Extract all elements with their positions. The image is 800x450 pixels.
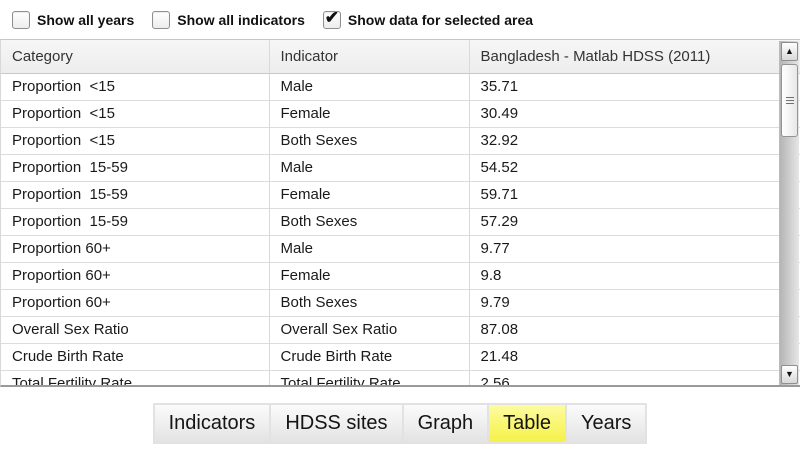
category-cell: Total Fertility Rate (1, 370, 269, 385)
tab-table[interactable]: Table (489, 405, 565, 442)
value-cell: 9.8 (468, 262, 800, 290)
value-cell: 21.48 (468, 343, 800, 371)
tab-bar-container: Indicators HDSS sites Graph Table Years (0, 403, 800, 444)
tab-indicators[interactable]: Indicators (154, 405, 270, 442)
value-cell: 9.77 (468, 235, 800, 263)
data-table: Category Indicator Bangladesh - Matlab HDS… (0, 39, 800, 387)
table-row[interactable]: Total Fertility Rate Total Fertility Rate… (1, 370, 800, 385)
table-row[interactable]: Proportion 60+ Both Sexes 9.79 (1, 289, 800, 317)
category-cell: Proportion 60+ (1, 235, 269, 263)
value-cell: 54.52 (468, 154, 800, 182)
indicator-cell: Crude Birth Rate (268, 343, 469, 371)
checkbox-icon[interactable] (152, 10, 171, 29)
tab-bar: Indicators HDSS sites Graph Table Years (152, 403, 648, 444)
table-row[interactable]: Proportion <15 Male 35.71 (1, 73, 800, 101)
category-cell: Proportion 60+ (1, 289, 269, 317)
indicator-cell: Female (268, 181, 469, 209)
filter-show-all-indicators[interactable]: Show all indicators (152, 10, 305, 29)
scroll-down-icon[interactable]: ▼ (781, 365, 798, 384)
tab-hdss-sites[interactable]: HDSS sites (271, 405, 402, 442)
indicator-cell: Male (268, 73, 469, 101)
indicator-cell: Female (268, 100, 469, 128)
indicator-cell: Total Fertility Rate (268, 370, 469, 385)
filter-show-all-years[interactable]: Show all years (12, 10, 135, 29)
table-row[interactable]: Proportion 60+ Female 9.8 (1, 262, 800, 290)
table-body: Proportion <15 Male 35.71 Proportion <15 Fem… (1, 73, 800, 385)
category-cell: Overall Sex Ratio (1, 316, 269, 344)
category-cell: Proportion 60+ (1, 262, 269, 290)
indicator-cell: Both Sexes (268, 127, 469, 155)
category-cell: Proportion 15-59 (1, 181, 269, 209)
value-cell: 32.92 (468, 127, 800, 155)
checkbox-icon[interactable] (12, 10, 30, 29)
category-cell: Proportion <15 (1, 100, 269, 128)
table-row[interactable]: Crude Birth Rate Crude Birth Rate 21.48 (1, 343, 800, 371)
value-cell: 9.79 (468, 289, 800, 317)
table-header-row: Category Indicator Bangladesh - Matlab HDS… (1, 40, 800, 74)
indicator-cell: Overall Sex Ratio (268, 316, 469, 344)
table-row[interactable]: Proportion <15 Both Sexes 32.92 (1, 127, 800, 155)
table-row[interactable]: Proportion <15 Female 30.49 (1, 100, 800, 128)
category-cell: Proportion 15-59 (1, 154, 269, 182)
table-row[interactable]: Proportion 15-59 Female 59.71 (1, 181, 800, 209)
table-header: Category Indicator Bangladesh - Matlab HDS… (1, 40, 800, 74)
indicator-cell: Both Sexes (268, 208, 469, 236)
filter-label: Show all indicators (177, 11, 305, 28)
value-cell: 35.71 (468, 73, 800, 101)
indicator-table: Category Indicator Bangladesh - Matlab HDS… (1, 40, 800, 385)
indicator-cell: Male (268, 235, 469, 263)
filter-label: Show all years (37, 11, 135, 28)
filter-label: Show data for selected area (347, 11, 534, 28)
column-header: Indicator (268, 40, 469, 74)
value-cell: 30.49 (468, 100, 800, 128)
checkbox-checked-icon[interactable]: ✔ (322, 8, 341, 29)
indicator-cell: Female (268, 262, 469, 290)
column-header: Category (1, 40, 269, 74)
category-cell: Proportion 15-59 (1, 208, 269, 236)
filter-show-data-for-selected-area[interactable]: ✔ Show data for selected area (322, 8, 534, 29)
table-row[interactable]: Proportion 15-59 Male 54.52 (1, 154, 800, 182)
value-cell: 87.08 (468, 316, 800, 344)
value-cell: 57.29 (468, 208, 800, 236)
table-row[interactable]: Proportion 60+ Male 9.77 (1, 235, 800, 263)
table-row[interactable]: Proportion 15-59 Both Sexes 57.29 (1, 208, 800, 236)
tab-years[interactable]: Years (566, 405, 646, 442)
scroll-up-icon[interactable]: ▲ (781, 42, 798, 61)
category-cell: Proportion <15 (1, 127, 269, 155)
value-cell: 2.56 (468, 370, 800, 385)
checkmark-icon: ✔ (324, 8, 339, 27)
tab-graph[interactable]: Graph (403, 405, 488, 442)
category-cell: Proportion <15 (1, 73, 269, 101)
category-cell: Crude Birth Rate (1, 343, 269, 371)
value-cell: 59.71 (468, 181, 800, 209)
filter-bar: Show all years Show all indicators ✔ Show d… (0, 0, 800, 39)
column-header: Bangladesh - Matlab HDSS (2011) (468, 40, 800, 74)
scrollbar-grip-icon (785, 96, 794, 105)
indicator-cell: Male (268, 154, 469, 182)
vertical-scrollbar[interactable]: ▲ ▼ (779, 41, 799, 385)
indicator-cell: Both Sexes (268, 289, 469, 317)
scrollbar-thumb[interactable] (781, 64, 798, 137)
table-row[interactable]: Overall Sex Ratio Overall Sex Ratio 87.08 (1, 316, 800, 344)
